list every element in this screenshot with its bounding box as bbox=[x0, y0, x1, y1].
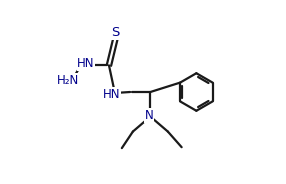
Text: S: S bbox=[111, 26, 119, 39]
Text: H₂N: H₂N bbox=[57, 74, 79, 86]
Text: N: N bbox=[145, 109, 154, 122]
Text: HN: HN bbox=[77, 57, 95, 70]
Text: HN: HN bbox=[102, 88, 120, 101]
